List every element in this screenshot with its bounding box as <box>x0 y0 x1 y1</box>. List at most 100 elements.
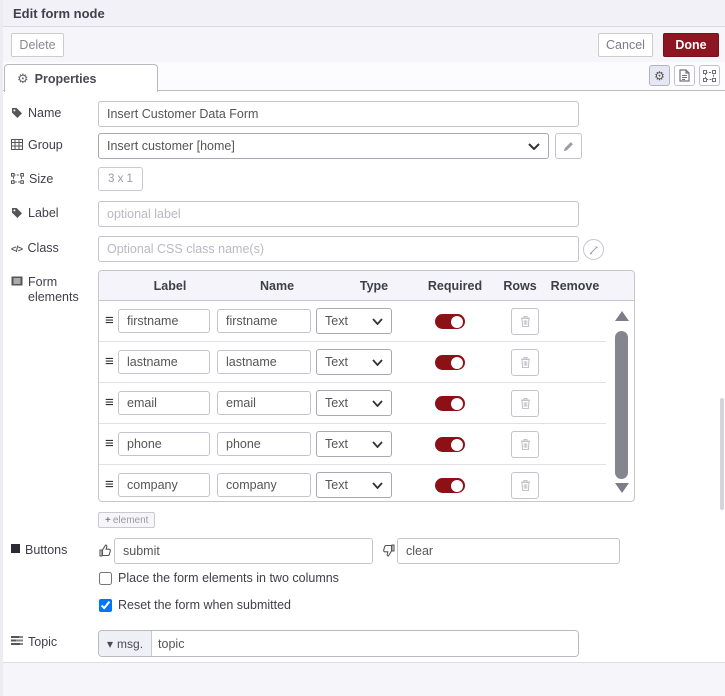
element-label-input[interactable] <box>118 350 210 374</box>
form-element-row: ≡ Text <box>99 342 606 383</box>
required-toggle[interactable] <box>435 396 465 411</box>
group-label: Group <box>11 133 95 153</box>
element-name-input[interactable] <box>217 432 311 456</box>
size-label: Size <box>11 167 95 187</box>
trash-icon <box>520 398 530 410</box>
required-toggle[interactable] <box>435 355 465 370</box>
drag-handle-icon[interactable]: ≡ <box>105 312 114 329</box>
element-label-input[interactable] <box>118 473 210 497</box>
chevron-down-icon <box>372 481 383 489</box>
add-element-button[interactable]: + element <box>98 512 156 528</box>
tab-properties[interactable]: ⚙ Properties <box>4 64 158 92</box>
element-type-select[interactable]: Text <box>316 390 392 416</box>
page-scrollbar-thumb[interactable] <box>720 398 724 510</box>
topic-label: Topic <box>11 630 95 650</box>
scrollbar-thumb[interactable] <box>615 331 628 479</box>
reset-on-submit-label: Reset the form when submitted <box>118 598 291 612</box>
topic-input[interactable] <box>152 631 578 656</box>
drag-handle-icon[interactable]: ≡ <box>105 435 114 452</box>
buttons-label: Buttons <box>11 538 95 558</box>
chevron-down-icon <box>528 142 540 150</box>
col-header-name: Name <box>259 279 295 293</box>
topic-typed-input: ▾ msg. <box>98 630 579 657</box>
size-button[interactable]: 3 x 1 <box>98 167 143 191</box>
element-name-input[interactable] <box>217 473 311 497</box>
properties-view-button[interactable]: ⚙ <box>649 65 670 86</box>
trash-icon <box>520 439 530 451</box>
class-label: </> Class <box>11 241 59 255</box>
object-group-icon <box>11 173 24 184</box>
thumbs-down-icon <box>382 544 395 557</box>
name-label: Name <box>11 101 95 121</box>
form-element-row: ≡ Text <box>99 383 606 424</box>
label-input[interactable] <box>98 201 579 227</box>
elements-table-body: ≡ Text ≡ Text <box>99 301 634 501</box>
pencil-slash-icon <box>589 245 598 254</box>
element-label-input[interactable] <box>118 391 210 415</box>
form-elements-label: Form elements <box>11 270 95 305</box>
pencil-icon <box>563 141 573 151</box>
reset-on-submit-option: Reset the form when submitted <box>99 598 291 612</box>
thumbs-up-icon <box>99 544 112 557</box>
msg-type-button[interactable]: ▾ msg. <box>99 631 153 656</box>
element-type-select[interactable]: Text <box>316 349 392 375</box>
name-input[interactable] <box>98 101 579 127</box>
col-header-rows: Rows <box>503 279 537 293</box>
label-label: Label <box>11 201 95 221</box>
square-icon <box>11 544 20 553</box>
table-icon <box>11 139 23 150</box>
table-scrollbar[interactable] <box>614 301 630 501</box>
trash-icon <box>520 480 530 492</box>
required-toggle[interactable] <box>435 314 465 329</box>
gear-icon: ⚙ <box>17 71 29 86</box>
plus-icon: + <box>105 514 111 526</box>
scroll-up-arrow[interactable] <box>615 311 629 321</box>
element-label-input[interactable] <box>118 432 210 456</box>
scroll-down-arrow[interactable] <box>615 483 629 493</box>
required-toggle[interactable] <box>435 437 465 452</box>
chevron-down-icon <box>372 317 383 325</box>
remove-row-button[interactable] <box>511 349 539 376</box>
submit-button-label-input[interactable] <box>114 538 373 564</box>
tag-icon <box>11 207 23 219</box>
remove-row-button[interactable] <box>511 431 539 458</box>
remove-row-button[interactable] <box>511 308 539 335</box>
tasks-icon <box>11 636 23 646</box>
group-select[interactable]: Insert customer [home] <box>98 133 549 159</box>
element-name-input[interactable] <box>217 391 311 415</box>
element-label-input[interactable] <box>118 309 210 333</box>
class-input[interactable] <box>98 236 579 262</box>
drag-handle-icon[interactable]: ≡ <box>105 353 114 370</box>
remove-row-button[interactable] <box>511 472 539 499</box>
element-type-select[interactable]: Text <box>316 431 392 457</box>
required-toggle[interactable] <box>435 478 465 493</box>
tag-icon <box>11 107 23 119</box>
two-columns-label: Place the form elements in two columns <box>118 571 339 585</box>
reset-on-submit-checkbox[interactable] <box>99 598 112 612</box>
form-element-row: ≡ Text <box>99 301 606 342</box>
done-button[interactable]: Done <box>663 33 719 57</box>
chevron-down-icon <box>372 399 383 407</box>
chevron-down-icon <box>372 358 383 366</box>
cancel-button[interactable]: Cancel <box>598 33 653 57</box>
edit-group-button[interactable] <box>555 133 582 159</box>
drag-handle-icon[interactable]: ≡ <box>105 394 114 411</box>
element-name-input[interactable] <box>217 309 311 333</box>
object-group-icon <box>703 69 716 82</box>
description-view-button[interactable] <box>674 65 695 86</box>
element-type-select[interactable]: Text <box>316 308 392 334</box>
code-icon: </> <box>11 244 23 254</box>
appearance-view-button[interactable] <box>699 65 720 86</box>
dialog-footer-area <box>3 662 725 696</box>
remove-row-button[interactable] <box>511 390 539 417</box>
class-helper-button[interactable] <box>583 239 604 260</box>
clear-button-label-input[interactable] <box>397 538 620 564</box>
element-type-select[interactable]: Text <box>316 472 392 498</box>
col-header-label: Label <box>153 279 187 293</box>
delete-button[interactable]: Delete <box>11 33 64 57</box>
element-name-input[interactable] <box>217 350 311 374</box>
drag-handle-icon[interactable]: ≡ <box>105 476 114 493</box>
trash-icon <box>520 316 530 328</box>
two-columns-checkbox[interactable] <box>99 571 112 585</box>
form-element-row: ≡ Text <box>99 465 606 501</box>
